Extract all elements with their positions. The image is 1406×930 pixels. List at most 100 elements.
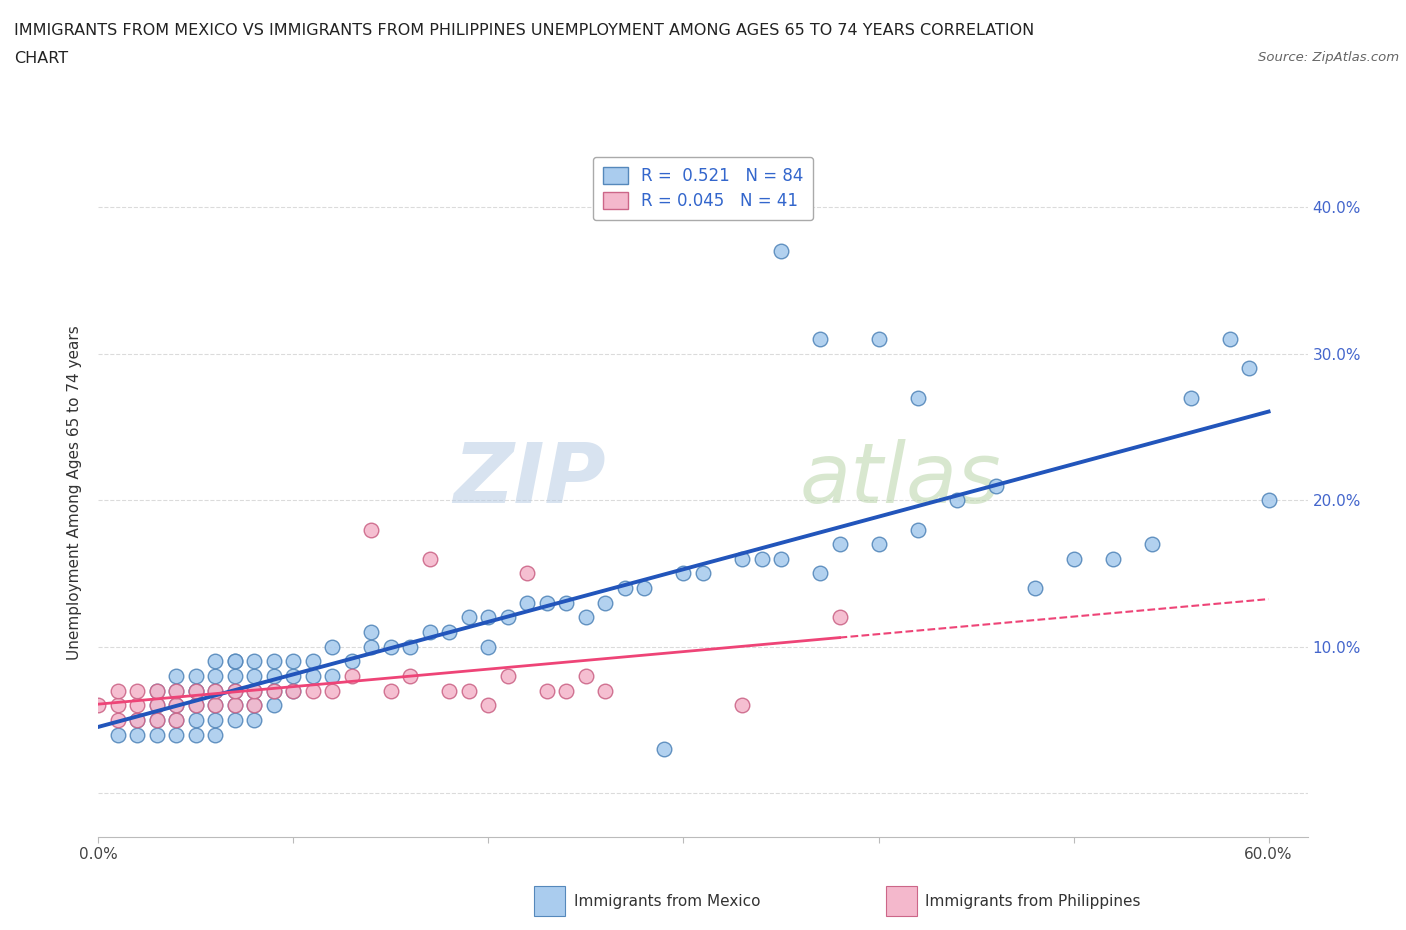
Point [439, 684, 461, 698]
Point [321, 669, 343, 684]
Point [107, 684, 129, 698]
Point [1180, 391, 1202, 405]
Point [184, 669, 207, 684]
Point [868, 332, 890, 347]
Point [204, 712, 226, 727]
Point [536, 595, 558, 610]
Point [146, 684, 169, 698]
Point [204, 669, 226, 684]
Text: ZIP: ZIP [454, 439, 606, 520]
Point [184, 698, 207, 712]
Point [907, 391, 929, 405]
Point [107, 698, 129, 712]
Point [399, 639, 422, 654]
Text: Immigrants from Philippines: Immigrants from Philippines [925, 894, 1140, 909]
Point [224, 669, 246, 684]
Point [204, 654, 226, 669]
Point [127, 684, 149, 698]
Point [1063, 551, 1085, 566]
Point [243, 669, 266, 684]
Point [243, 684, 266, 698]
Point [692, 566, 714, 581]
Point [165, 698, 187, 712]
Point [1140, 537, 1163, 551]
Point [555, 684, 578, 698]
Text: IMMIGRANTS FROM MEXICO VS IMMIGRANTS FROM PHILIPPINES UNEMPLOYMENT AMONG AGES 65: IMMIGRANTS FROM MEXICO VS IMMIGRANTS FRO… [14, 23, 1035, 38]
Point [595, 684, 617, 698]
Text: Immigrants from Mexico: Immigrants from Mexico [574, 894, 761, 909]
Point [496, 610, 519, 625]
Point [127, 712, 149, 727]
Point [107, 727, 129, 742]
Point [399, 669, 422, 684]
Point [224, 684, 246, 698]
Point [165, 669, 187, 684]
Point [165, 712, 187, 727]
Point [263, 684, 285, 698]
Point [224, 698, 246, 712]
Point [146, 712, 169, 727]
Point [575, 669, 598, 684]
Point [1257, 493, 1279, 508]
Point [243, 654, 266, 669]
Point [146, 698, 169, 712]
Point [1024, 580, 1046, 595]
Point [146, 712, 169, 727]
Point [165, 698, 187, 712]
Point [731, 698, 754, 712]
Point [204, 684, 226, 698]
Point [263, 654, 285, 669]
Point [302, 684, 325, 698]
Point [536, 684, 558, 698]
Point [360, 625, 382, 640]
Point [1101, 551, 1123, 566]
Point [828, 537, 851, 551]
Point [340, 654, 363, 669]
Point [731, 551, 754, 566]
Point [283, 654, 305, 669]
Point [555, 595, 578, 610]
Point [1237, 361, 1260, 376]
Point [184, 698, 207, 712]
Point [283, 684, 305, 698]
Text: Source: ZipAtlas.com: Source: ZipAtlas.com [1258, 51, 1399, 64]
Point [380, 684, 402, 698]
Point [165, 727, 187, 742]
Point [652, 742, 675, 757]
Point [165, 684, 187, 698]
Point [808, 332, 831, 347]
Legend: R =  0.521   N = 84, R = 0.045   N = 41: R = 0.521 N = 84, R = 0.045 N = 41 [593, 157, 813, 220]
Point [321, 639, 343, 654]
Point [439, 625, 461, 640]
Point [204, 698, 226, 712]
Point [224, 684, 246, 698]
Point [477, 610, 499, 625]
Point [340, 669, 363, 684]
Point [127, 727, 149, 742]
Point [87, 698, 110, 712]
Point [243, 698, 266, 712]
Point [204, 684, 226, 698]
Point [808, 566, 831, 581]
Point [672, 566, 695, 581]
Point [380, 639, 402, 654]
Point [769, 244, 792, 259]
Point [263, 698, 285, 712]
Point [107, 712, 129, 727]
Point [204, 727, 226, 742]
Point [516, 595, 538, 610]
Point [1219, 332, 1241, 347]
Point [419, 625, 441, 640]
Y-axis label: Unemployment Among Ages 65 to 74 years: Unemployment Among Ages 65 to 74 years [67, 326, 83, 660]
Point [828, 610, 851, 625]
Point [751, 551, 773, 566]
Point [283, 669, 305, 684]
Point [516, 566, 538, 581]
Point [321, 684, 343, 698]
Point [224, 712, 246, 727]
Point [496, 669, 519, 684]
Point [127, 712, 149, 727]
Point [868, 537, 890, 551]
Point [184, 684, 207, 698]
Point [184, 712, 207, 727]
